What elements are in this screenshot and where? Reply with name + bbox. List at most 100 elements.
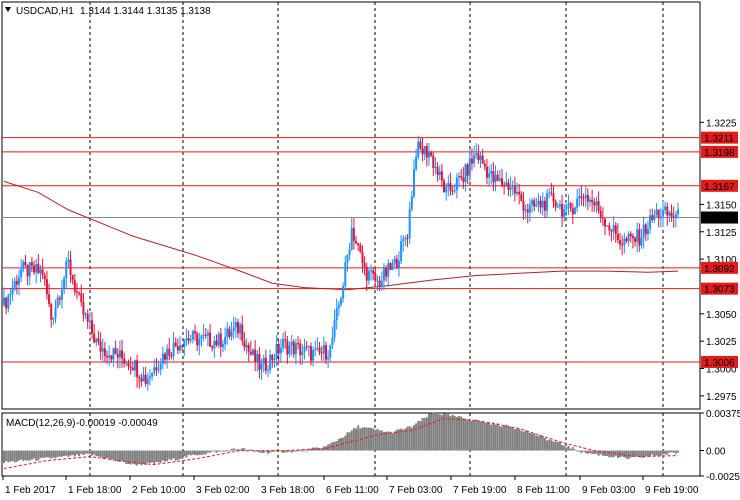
x-tick-label: 1 Feb 2017 bbox=[5, 485, 56, 496]
macd-bar bbox=[666, 450, 669, 455]
candle-bear bbox=[621, 244, 624, 246]
macd-bar bbox=[458, 416, 461, 451]
macd-bar bbox=[468, 420, 471, 451]
macd-bar bbox=[290, 450, 293, 453]
macd-bar bbox=[28, 450, 31, 461]
macd-bar bbox=[445, 413, 448, 451]
candle-bear bbox=[241, 324, 244, 341]
candle-bear bbox=[593, 202, 596, 206]
macd-bar bbox=[314, 447, 317, 451]
macd-bar bbox=[127, 450, 130, 464]
candle-bear bbox=[37, 264, 40, 273]
candle-bull bbox=[434, 167, 437, 169]
macd-bar bbox=[11, 450, 14, 462]
moving-average-line bbox=[3, 180, 679, 291]
candle-bear bbox=[389, 263, 392, 270]
macd-bar bbox=[86, 450, 89, 454]
macd-bar bbox=[539, 435, 542, 451]
candle-bull bbox=[52, 317, 55, 320]
macd-bar bbox=[516, 428, 519, 451]
candle-bear bbox=[543, 200, 546, 211]
candle-bull bbox=[172, 342, 175, 357]
macd-bar bbox=[576, 450, 579, 452]
candle-bear bbox=[249, 351, 252, 355]
macd-bar bbox=[428, 413, 431, 451]
macd-bar bbox=[284, 450, 287, 453]
candle-bear bbox=[522, 201, 525, 211]
candle-bear bbox=[436, 167, 439, 175]
macd-bar bbox=[640, 450, 643, 458]
candle-bear bbox=[254, 349, 257, 362]
candle-bear bbox=[114, 348, 117, 354]
macd-bar bbox=[372, 428, 375, 451]
candle-bull bbox=[60, 289, 63, 300]
macd-bar bbox=[249, 449, 252, 451]
macd-bar bbox=[305, 450, 308, 452]
macd-bar bbox=[634, 450, 637, 457]
candle-bull bbox=[410, 196, 413, 210]
candle-bull bbox=[198, 338, 201, 346]
macd-bar bbox=[668, 450, 671, 453]
macd-bar bbox=[329, 443, 332, 451]
y-tick-label: 1.3150 bbox=[706, 200, 737, 211]
macd-bar bbox=[350, 430, 353, 451]
y-tick-label: 1.3050 bbox=[706, 310, 737, 321]
candle-bear bbox=[619, 240, 622, 245]
macd-bar bbox=[578, 450, 581, 452]
candle-bull bbox=[256, 354, 259, 362]
macd-bar bbox=[485, 422, 488, 451]
candle-bear bbox=[365, 267, 368, 281]
candle-bull bbox=[402, 238, 405, 242]
candle-bear bbox=[421, 148, 424, 155]
candle-bear bbox=[292, 341, 295, 355]
macd-bar bbox=[41, 450, 44, 458]
candle-bull bbox=[578, 196, 581, 199]
macd-bar bbox=[393, 431, 396, 451]
macd-bar bbox=[522, 431, 525, 451]
macd-bar bbox=[670, 450, 673, 453]
level-tag-bg bbox=[701, 145, 738, 158]
macd-bar bbox=[273, 450, 276, 452]
macd-bar bbox=[309, 448, 312, 451]
candle-bear bbox=[155, 367, 158, 371]
macd-bar bbox=[125, 450, 128, 464]
candle-bear bbox=[638, 229, 641, 246]
candle-bear bbox=[610, 230, 613, 232]
macd-bar bbox=[279, 450, 282, 452]
macd-bar bbox=[378, 430, 381, 451]
candle-bear bbox=[492, 171, 495, 183]
candle-bull bbox=[108, 355, 111, 358]
candle-bear bbox=[30, 262, 33, 266]
candle-bull bbox=[642, 224, 645, 238]
candle-bull bbox=[595, 201, 598, 206]
candle-bear bbox=[123, 358, 126, 364]
macd-bar bbox=[385, 431, 388, 451]
candle-bear bbox=[209, 332, 212, 347]
macd-bar bbox=[24, 450, 27, 461]
macd-bar bbox=[466, 420, 469, 451]
candle-bear bbox=[236, 321, 239, 334]
macd-bar bbox=[106, 450, 109, 459]
x-tick-label: 7 Feb 19:00 bbox=[453, 485, 507, 496]
level-tag: 1.3092 bbox=[701, 261, 738, 275]
candle-bull bbox=[674, 214, 677, 218]
candle-bull bbox=[668, 212, 671, 216]
candle-bull bbox=[556, 206, 559, 208]
macd-bar bbox=[5, 450, 8, 462]
macd-bar bbox=[198, 450, 201, 456]
candle-bear bbox=[176, 346, 179, 351]
macd-bar bbox=[288, 450, 291, 452]
level-tag: 1.3006 bbox=[701, 355, 738, 369]
candle-bear bbox=[361, 251, 364, 264]
macd-bar bbox=[520, 430, 523, 451]
candle-bear bbox=[357, 243, 360, 246]
candle-bear bbox=[586, 195, 589, 202]
candle-bear bbox=[507, 182, 510, 190]
macd-bar bbox=[460, 416, 463, 451]
macd-bar bbox=[573, 449, 576, 451]
candle-bull bbox=[563, 209, 566, 217]
macd-bar bbox=[153, 450, 156, 464]
candle-bull bbox=[206, 332, 209, 336]
macd-bar bbox=[543, 437, 546, 451]
